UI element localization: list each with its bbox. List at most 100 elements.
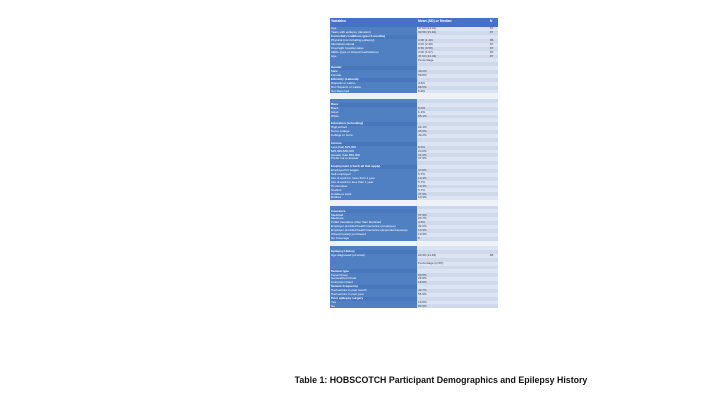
n-cell — [488, 62, 498, 67]
table-row: Asian 1.1% — [330, 110, 498, 115]
table-row: Overnight hospital stays 0.50 (0.58) 87 — [330, 46, 498, 51]
value-cell: 19.5% — [417, 281, 489, 286]
value-cell — [417, 102, 489, 107]
variable-label-cell: Prefer not to answer — [330, 157, 418, 162]
value-cell — [417, 77, 489, 82]
variable-label-cell: Not Hispanic or Latino — [330, 85, 418, 90]
table-row: $25,000-$50,000 23.0% — [330, 149, 498, 154]
n-cell — [488, 196, 498, 201]
n-cell: 87 — [488, 54, 498, 59]
n-cell — [488, 141, 498, 146]
table-row: High school 24.1% — [330, 126, 498, 131]
n-cell — [488, 165, 498, 169]
variable-label-cell — [330, 58, 418, 63]
value-cell: 37.9% — [417, 192, 489, 197]
value-cell: 5.7% — [417, 172, 489, 177]
variable-label-cell: Overnight hospital stays — [330, 46, 418, 51]
value-cell: Percentage — [417, 58, 489, 63]
variable-label-cell: Greater than $50,000 — [330, 153, 418, 158]
n-cell — [488, 114, 498, 119]
variable-label-cell: Had seizure in past month — [330, 288, 418, 293]
n-cell — [488, 58, 498, 63]
variable-label-cell — [330, 265, 418, 270]
table-row: Had seizure in past month 43.7% — [330, 288, 498, 293]
n-cell — [488, 172, 498, 177]
n-cell — [488, 217, 498, 222]
n-cell — [488, 236, 498, 241]
value-cell — [417, 250, 489, 254]
spacer-row — [330, 200, 498, 206]
column-header-mean-sd: Mean (SD) or Median — [417, 18, 489, 28]
table-row: Male 40.2% — [330, 70, 498, 74]
variable-label-cell: Age — [330, 54, 418, 59]
value-cell — [417, 66, 489, 71]
n-cell — [488, 180, 498, 185]
value-cell: 37.9% — [417, 168, 489, 173]
n-cell — [488, 122, 498, 127]
table-row: Retired 10.3% — [330, 196, 498, 201]
n-cell — [488, 288, 498, 293]
spacer-cell — [330, 93, 498, 99]
variable-label-cell: Prior epilepsy surgery — [330, 296, 418, 301]
table-row: White 85.1% — [330, 114, 498, 119]
value-cell: 0 — [417, 236, 489, 241]
table-row: Focal Onset 50.6% — [330, 273, 498, 278]
blank-row — [330, 118, 498, 123]
section-header-row: Seizure type — [330, 269, 498, 274]
variable-label-cell — [330, 161, 418, 166]
table-row: Unknown Onset 19.5% — [330, 281, 498, 286]
variable-label-cell: Employer provided health insurance (empl… — [330, 225, 418, 229]
value-cell — [417, 141, 489, 146]
n-cell: 86 — [488, 38, 498, 43]
section-header-row: Education (schooling) — [330, 122, 498, 127]
value-cell — [417, 98, 489, 103]
blank-row — [330, 98, 498, 103]
n-cell — [488, 106, 498, 111]
value-cell: 85.1% — [417, 114, 489, 119]
n-cell — [488, 257, 498, 262]
spacer-cell — [330, 240, 498, 247]
value-cell: 30.58 (15.46) — [417, 31, 489, 36]
variable-label-cell: $25,000-$50,000 — [330, 149, 418, 154]
n-cell — [488, 130, 498, 134]
n-cell: 86 — [488, 253, 498, 258]
table-row: Age 47.60 (14.04) 87 — [330, 54, 498, 59]
blank-row — [330, 246, 498, 250]
table-row: Greater than $50,000 31.0% — [330, 153, 498, 158]
n-cell — [488, 149, 498, 154]
variable-label-cell: Public insurance other than Medicaid — [330, 221, 418, 226]
variable-label-cell: Seizure Frequency — [330, 285, 418, 289]
n-cell — [488, 98, 498, 103]
variable-label-cell: AEDs (type or missed medications) — [330, 50, 418, 55]
value-cell — [417, 161, 489, 166]
variable-label-cell: Self-employed — [330, 172, 418, 177]
n-cell — [488, 133, 498, 138]
n-cell — [488, 213, 498, 218]
section-header-row: Seizure Frequency — [330, 285, 498, 289]
n-cell — [488, 110, 498, 115]
n-cell — [488, 192, 498, 197]
variable-label-cell — [330, 118, 418, 123]
section-header-row: Insurance — [330, 209, 498, 214]
variable-label-cell: Epilepsy History — [330, 250, 418, 254]
n-cell — [488, 221, 498, 226]
n-cell — [488, 269, 498, 274]
value-cell: 5.7% — [417, 180, 489, 185]
n-cell — [488, 205, 498, 210]
value-cell: 40.2% — [417, 70, 489, 74]
value-cell — [417, 209, 489, 214]
value-cell — [417, 122, 489, 127]
value-cell: 80.5% — [417, 304, 489, 309]
variable-label-cell: Employer provided health insurance (depe… — [330, 228, 418, 233]
n-cell — [488, 70, 498, 74]
blank-row — [330, 257, 498, 262]
table-row: Medicaid 37.9% — [330, 213, 498, 218]
value-cell: 19.5% — [417, 300, 489, 305]
variable-label-cell: Hispanic or Latino — [330, 81, 418, 86]
table-row: No 80.5% — [330, 304, 498, 309]
variable-label-cell: Physical (not including epilepsy) — [330, 38, 418, 43]
table-row: Homemaker 10.3% — [330, 184, 498, 189]
value-cell: 10.3% — [417, 176, 489, 181]
value-cell: 50.6% — [417, 273, 489, 278]
